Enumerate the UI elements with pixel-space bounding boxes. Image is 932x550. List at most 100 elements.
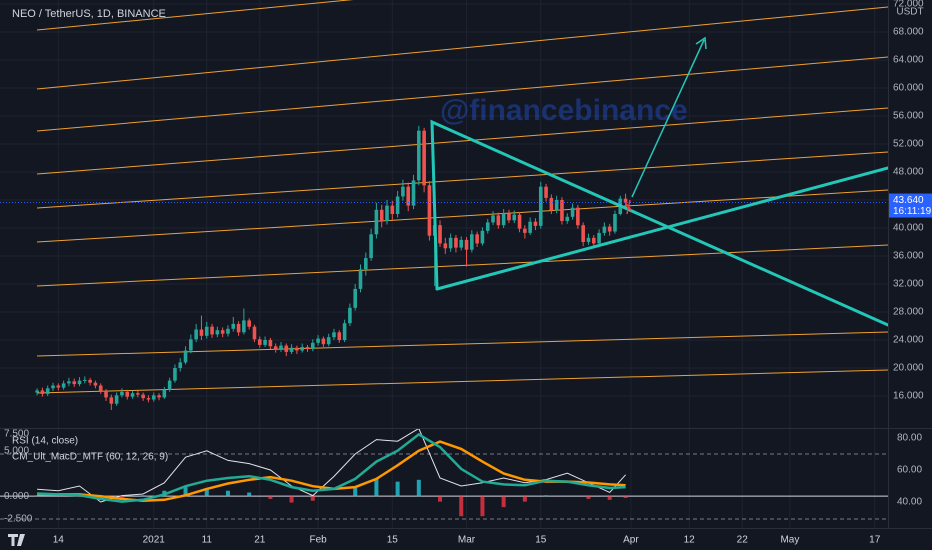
last-price-box	[889, 193, 932, 218]
y-tick-label: 24.000	[893, 335, 924, 346]
candle-body	[395, 196, 400, 214]
candle-body	[597, 232, 601, 244]
candle-body	[427, 185, 432, 236]
candle-body	[273, 346, 278, 350]
x-tick-label: 17	[869, 535, 881, 546]
labels: 16.000 20.000 24.000 28.000 32.000 36.000 40.0…	[4, 0, 932, 546]
histogram-bar	[183, 487, 188, 497]
channel-line	[36, 151, 888, 209]
x-tick-label: 15	[535, 535, 547, 546]
candle-body	[173, 368, 177, 381]
candle-body	[162, 389, 167, 398]
x-tick-label: May	[780, 535, 799, 546]
candle-body	[310, 342, 315, 350]
candle-body	[35, 390, 39, 393]
candle-body	[607, 226, 612, 232]
candle-body	[252, 326, 257, 340]
y-tick-label: 16.000	[893, 391, 924, 402]
candle-body	[226, 328, 230, 334]
candle-body	[151, 395, 156, 400]
legend-entry: RSI (14, close)	[12, 436, 78, 447]
candle-body	[581, 225, 585, 243]
candle-body	[215, 330, 220, 335]
x-tick-label: 21	[254, 535, 266, 546]
candle-body	[109, 397, 114, 404]
candle-body	[231, 323, 236, 329]
candle-body	[385, 205, 389, 222]
candle-body	[268, 340, 273, 347]
candle-body	[623, 198, 628, 203]
candle-body	[167, 380, 172, 390]
histogram-bar	[141, 495, 146, 497]
candle-body	[157, 395, 161, 398]
candle-body	[417, 130, 421, 181]
candle-body	[263, 340, 267, 345]
channel-lines	[36, 0, 888, 394]
x-tick-label: 11	[202, 535, 213, 546]
symbol-title[interactable]: NEO / TetherUS, 1D, BINANCE	[12, 8, 166, 20]
candle-body	[602, 226, 607, 233]
candle-body	[88, 379, 92, 383]
y-tick-label: 20.000	[893, 363, 924, 374]
candle-body	[549, 197, 554, 211]
candle-body	[512, 214, 517, 221]
candle-body	[120, 391, 124, 396]
histogram-bar	[374, 478, 379, 497]
y2-tick-label: 40.00	[897, 497, 922, 508]
triangle-upper	[430, 119, 888, 327]
candle-body	[114, 395, 119, 404]
channel-line	[36, 107, 888, 175]
candle-body	[523, 228, 527, 233]
candle-body	[538, 186, 543, 226]
candle-body	[591, 237, 596, 244]
last-price-label: 43.640	[893, 195, 924, 206]
histogram-bar	[459, 496, 464, 517]
candle-body	[507, 213, 511, 221]
candle-body	[533, 221, 538, 226]
candle-body	[364, 258, 368, 270]
legend-entry: CM_Ult_MacD_MTF (60, 12, 26, 9)	[12, 452, 168, 463]
candle-body	[236, 323, 241, 333]
drawings	[430, 36, 888, 327]
candle-body	[342, 323, 347, 341]
candle-body	[51, 385, 55, 389]
channel-line	[36, 331, 888, 357]
candle-body	[247, 320, 251, 327]
candle-body	[570, 207, 575, 217]
histogram-bar	[623, 496, 628, 498]
candle-body	[130, 393, 135, 397]
candle-body	[448, 237, 453, 249]
candle-body	[422, 130, 426, 186]
histogram-bar	[310, 496, 315, 501]
histogram-bar	[353, 488, 358, 497]
candles	[0, 125, 888, 411]
histogram-bar	[544, 495, 549, 497]
y-tick-label: 7.500	[4, 429, 29, 440]
y-tick-label: 48.000	[893, 167, 924, 178]
candle-body	[485, 222, 490, 231]
y-tick-label: 32.000	[893, 279, 924, 290]
y-tick-label: 0.000	[4, 491, 29, 502]
candle-body	[72, 381, 77, 385]
candle-body	[67, 381, 71, 384]
candle-body	[194, 329, 198, 340]
candle-body	[204, 326, 209, 336]
candle-body	[332, 332, 336, 338]
candle-body	[56, 385, 61, 388]
marker	[624, 199, 632, 215]
candle-body	[305, 347, 310, 350]
x-tick-label: 15	[387, 535, 399, 546]
x-tick-label: 12	[684, 535, 696, 546]
histogram-bar	[98, 496, 103, 499]
candle-body	[443, 243, 448, 249]
logo[interactable]	[8, 534, 25, 546]
candle-body	[560, 199, 564, 222]
histogram-bar	[501, 496, 506, 508]
candle-body	[257, 339, 262, 345]
channel-line	[36, 189, 888, 243]
histogram-bar	[204, 488, 209, 497]
candle-body	[136, 393, 140, 395]
histogram-bar	[480, 496, 485, 517]
